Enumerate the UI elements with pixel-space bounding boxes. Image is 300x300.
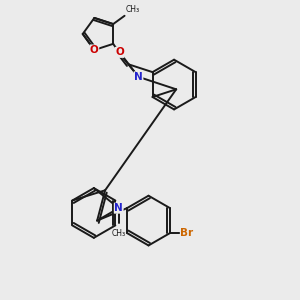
Text: Br: Br <box>180 228 194 238</box>
Text: O: O <box>90 45 99 55</box>
Text: CH₃: CH₃ <box>125 5 140 14</box>
Text: N: N <box>114 203 123 213</box>
Text: N: N <box>134 72 143 82</box>
Text: O: O <box>115 47 124 57</box>
Text: CH₃: CH₃ <box>112 229 126 238</box>
